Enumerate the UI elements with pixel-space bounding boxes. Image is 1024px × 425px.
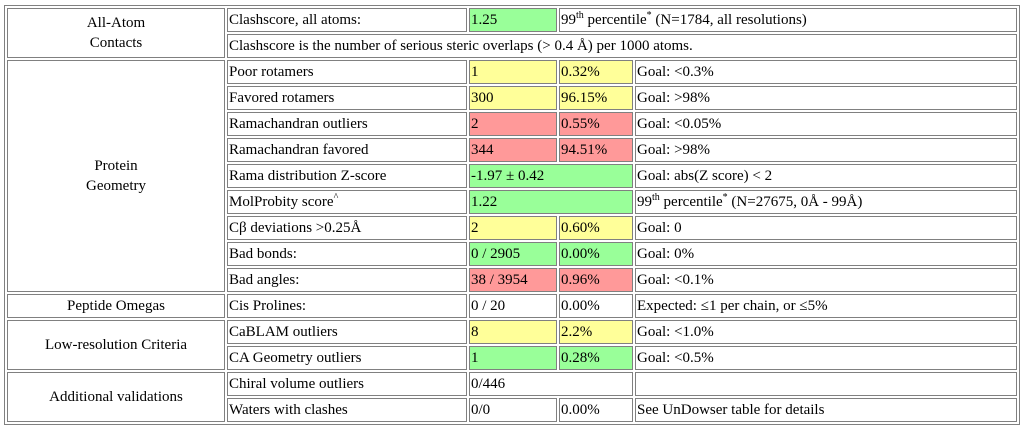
bad-bonds-count: 0 / 2905 — [469, 242, 557, 266]
cb-dev-count: 2 — [469, 216, 557, 240]
molprobity-percentile: 99th percentile* (N=27675, 0Å - 99Å) — [635, 190, 1017, 214]
cis-prolines-count: 0 / 20 — [469, 294, 557, 318]
metric-label: CaBLAM outliers — [227, 320, 467, 344]
metric-label: Ramachandran outliers — [227, 112, 467, 136]
bad-angles-goal: Goal: <0.1% — [635, 268, 1017, 292]
cb-dev-goal: Goal: 0 — [635, 216, 1017, 240]
bad-angles-count: 38 / 3954 — [469, 268, 557, 292]
metric-label: MolProbity score^ — [227, 190, 467, 214]
rama-outliers-count: 2 — [469, 112, 557, 136]
table-row: CA Geometry outliers 1 0.28% Goal: <0.5% — [7, 346, 1017, 370]
ca-geom-goal: Goal: <0.5% — [635, 346, 1017, 370]
table-row: Ramachandran outliers 2 0.55% Goal: <0.0… — [7, 112, 1017, 136]
metric-label: Ramachandran favored — [227, 138, 467, 162]
poor-rotamers-count: 1 — [469, 60, 557, 84]
table-row: All-Atom Contacts Clashscore, all atoms:… — [7, 8, 1017, 58]
category-peptide-omegas: Peptide Omegas — [7, 294, 225, 318]
chiral-count: 0/446 — [469, 372, 633, 396]
molprobity-value: 1.22 — [469, 190, 633, 214]
table-row: Ramachandran favored 344 94.51% Goal: >9… — [7, 138, 1017, 162]
table-row: Additional validations Chiral volume out… — [7, 372, 1017, 422]
table-row: Protein Geometry Poor rotamers 1 0.32% G… — [7, 60, 1017, 292]
metric-label: CA Geometry outliers — [227, 346, 467, 370]
table-row: Rama distribution Z-score -1.97 ± 0.42 G… — [7, 164, 1017, 188]
chiral-goal — [635, 372, 1017, 396]
ca-geom-count: 1 — [469, 346, 557, 370]
category-all-atom-contacts: All-Atom Contacts — [7, 8, 225, 58]
rama-z-goal: Goal: abs(Z score) < 2 — [635, 164, 1017, 188]
metric-label: Poor rotamers — [227, 60, 467, 84]
clashscore-note: Clashscore is the number of serious ster… — [227, 34, 1017, 58]
table-row: Clashscore is the number of serious ster… — [7, 34, 1017, 58]
cis-prolines-goal: Expected: ≤1 per chain, or ≤5% — [635, 294, 1017, 318]
rama-z-value: -1.97 ± 0.42 — [469, 164, 633, 188]
metric-label: Cis Prolines: — [227, 294, 467, 318]
category-low-resolution: Low-resolution Criteria — [7, 320, 225, 370]
metric-label: Favored rotamers — [227, 86, 467, 110]
table-row: MolProbity score^ 1.22 99th percentile* … — [7, 190, 1017, 214]
cablam-goal: Goal: <1.0% — [635, 320, 1017, 344]
rama-favored-count: 344 — [469, 138, 557, 162]
rama-favored-goal: Goal: >98% — [635, 138, 1017, 162]
category-label: Protein Geometry — [86, 158, 146, 194]
metric-label: Bad angles: — [227, 268, 467, 292]
poor-rotamers-percent: 0.32% — [559, 60, 633, 84]
clashscore-value: 1.25 — [469, 8, 557, 32]
clashscore-percentile: 99th percentile* (N=1784, all resolution… — [559, 8, 1017, 32]
category-label: All-Atom Contacts — [86, 15, 146, 51]
bad-angles-percent: 0.96% — [559, 268, 633, 292]
table-row: Cβ deviations >0.25Å 2 0.60% Goal: 0 — [7, 216, 1017, 240]
ca-geom-percent: 0.28% — [559, 346, 633, 370]
rama-favored-percent: 94.51% — [559, 138, 633, 162]
metric-label: Chiral volume outliers — [227, 372, 467, 396]
table-row: Favored rotamers 300 96.15% Goal: >98% — [7, 86, 1017, 110]
favored-rotamers-count: 300 — [469, 86, 557, 110]
category-protein-geometry: Protein Geometry — [7, 60, 225, 292]
table-row: Low-resolution Criteria CaBLAM outliers … — [7, 320, 1017, 370]
table-row: Bad bonds: 0 / 2905 0.00% Goal: 0% — [7, 242, 1017, 266]
favored-rotamers-percent: 96.15% — [559, 86, 633, 110]
cis-prolines-percent: 0.00% — [559, 294, 633, 318]
favored-rotamers-goal: Goal: >98% — [635, 86, 1017, 110]
metric-label: Rama distribution Z-score — [227, 164, 467, 188]
table-row: Peptide Omegas Cis Prolines: 0 / 20 0.00… — [7, 294, 1017, 318]
rama-outliers-percent: 0.55% — [559, 112, 633, 136]
rama-outliers-goal: Goal: <0.05% — [635, 112, 1017, 136]
bad-bonds-goal: Goal: 0% — [635, 242, 1017, 266]
category-additional-validations: Additional validations — [7, 372, 225, 422]
bad-bonds-percent: 0.00% — [559, 242, 633, 266]
metric-label: Bad bonds: — [227, 242, 467, 266]
metric-label: Clashscore, all atoms: — [227, 8, 467, 32]
validation-summary-table: All-Atom Contacts Clashscore, all atoms:… — [4, 5, 1020, 425]
metric-label: Cβ deviations >0.25Å — [227, 216, 467, 240]
cablam-percent: 2.2% — [559, 320, 633, 344]
table-row: Bad angles: 38 / 3954 0.96% Goal: <0.1% — [7, 268, 1017, 292]
cb-dev-percent: 0.60% — [559, 216, 633, 240]
cablam-count: 8 — [469, 320, 557, 344]
poor-rotamers-goal: Goal: <0.3% — [635, 60, 1017, 84]
